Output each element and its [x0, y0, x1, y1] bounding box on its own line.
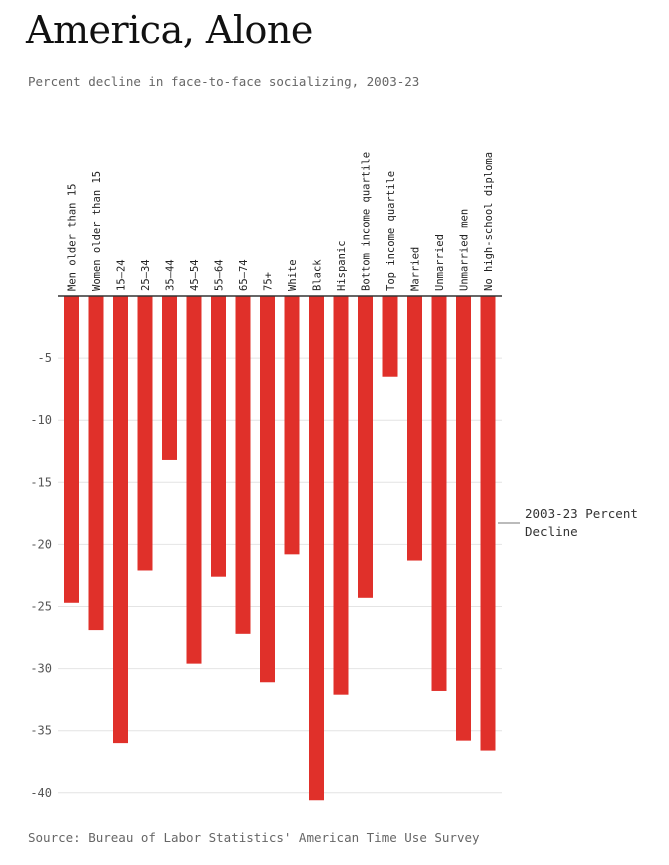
bar — [235, 296, 251, 634]
bar — [358, 296, 373, 598]
category-label: Married — [410, 247, 422, 291]
bar — [162, 296, 177, 460]
bar — [284, 296, 300, 555]
category-label: Hispanic — [336, 240, 348, 291]
y-tick-label: -5 — [38, 351, 52, 365]
bar — [333, 296, 349, 695]
bar — [260, 296, 275, 683]
category-label: 35–44 — [165, 259, 177, 291]
category-label: Women older than 15 — [91, 171, 103, 291]
y-tick-label: -20 — [30, 537, 52, 551]
bar — [382, 296, 398, 377]
y-tick-label: -30 — [30, 662, 52, 676]
legend-label: 2003-23 Percent — [525, 506, 638, 521]
bar — [88, 296, 104, 631]
y-tick-label: -10 — [30, 413, 52, 427]
category-label: 45–54 — [189, 259, 201, 291]
category-label: 75+ — [263, 272, 275, 291]
category-label: Unmarried men — [459, 209, 471, 291]
bar — [211, 296, 226, 577]
category-label: Top income quartile — [385, 171, 397, 291]
bar — [407, 296, 422, 561]
y-tick-label: -40 — [30, 786, 52, 800]
chart-title: America, Alone — [26, 8, 313, 52]
category-label: 65–74 — [238, 259, 250, 291]
chart-subtitle: Percent decline in face-to-face socializ… — [28, 74, 420, 89]
bar — [137, 296, 153, 571]
y-tick-label: -25 — [30, 600, 52, 614]
y-tick-label: -15 — [30, 475, 52, 489]
category-label: Unmarried — [434, 234, 446, 291]
bar — [113, 296, 128, 744]
category-label: Bottom income quartile — [361, 152, 373, 291]
bar — [480, 296, 496, 751]
y-tick-label: -35 — [30, 724, 52, 738]
category-label: Men older than 15 — [67, 184, 79, 291]
bar — [64, 296, 79, 603]
category-label: 25–34 — [140, 259, 152, 291]
category-label: Black — [312, 259, 324, 291]
bar — [431, 296, 447, 691]
category-label: 15–24 — [116, 259, 128, 291]
bar — [456, 296, 471, 741]
category-label: No high-school diploma — [483, 152, 495, 291]
category-label: White — [287, 259, 299, 291]
bar — [186, 296, 202, 664]
source-note: Source: Bureau of Labor Statistics' Amer… — [28, 830, 480, 845]
legend-label: Decline — [525, 524, 578, 539]
category-label: 55–64 — [214, 259, 226, 291]
bar — [309, 296, 324, 801]
